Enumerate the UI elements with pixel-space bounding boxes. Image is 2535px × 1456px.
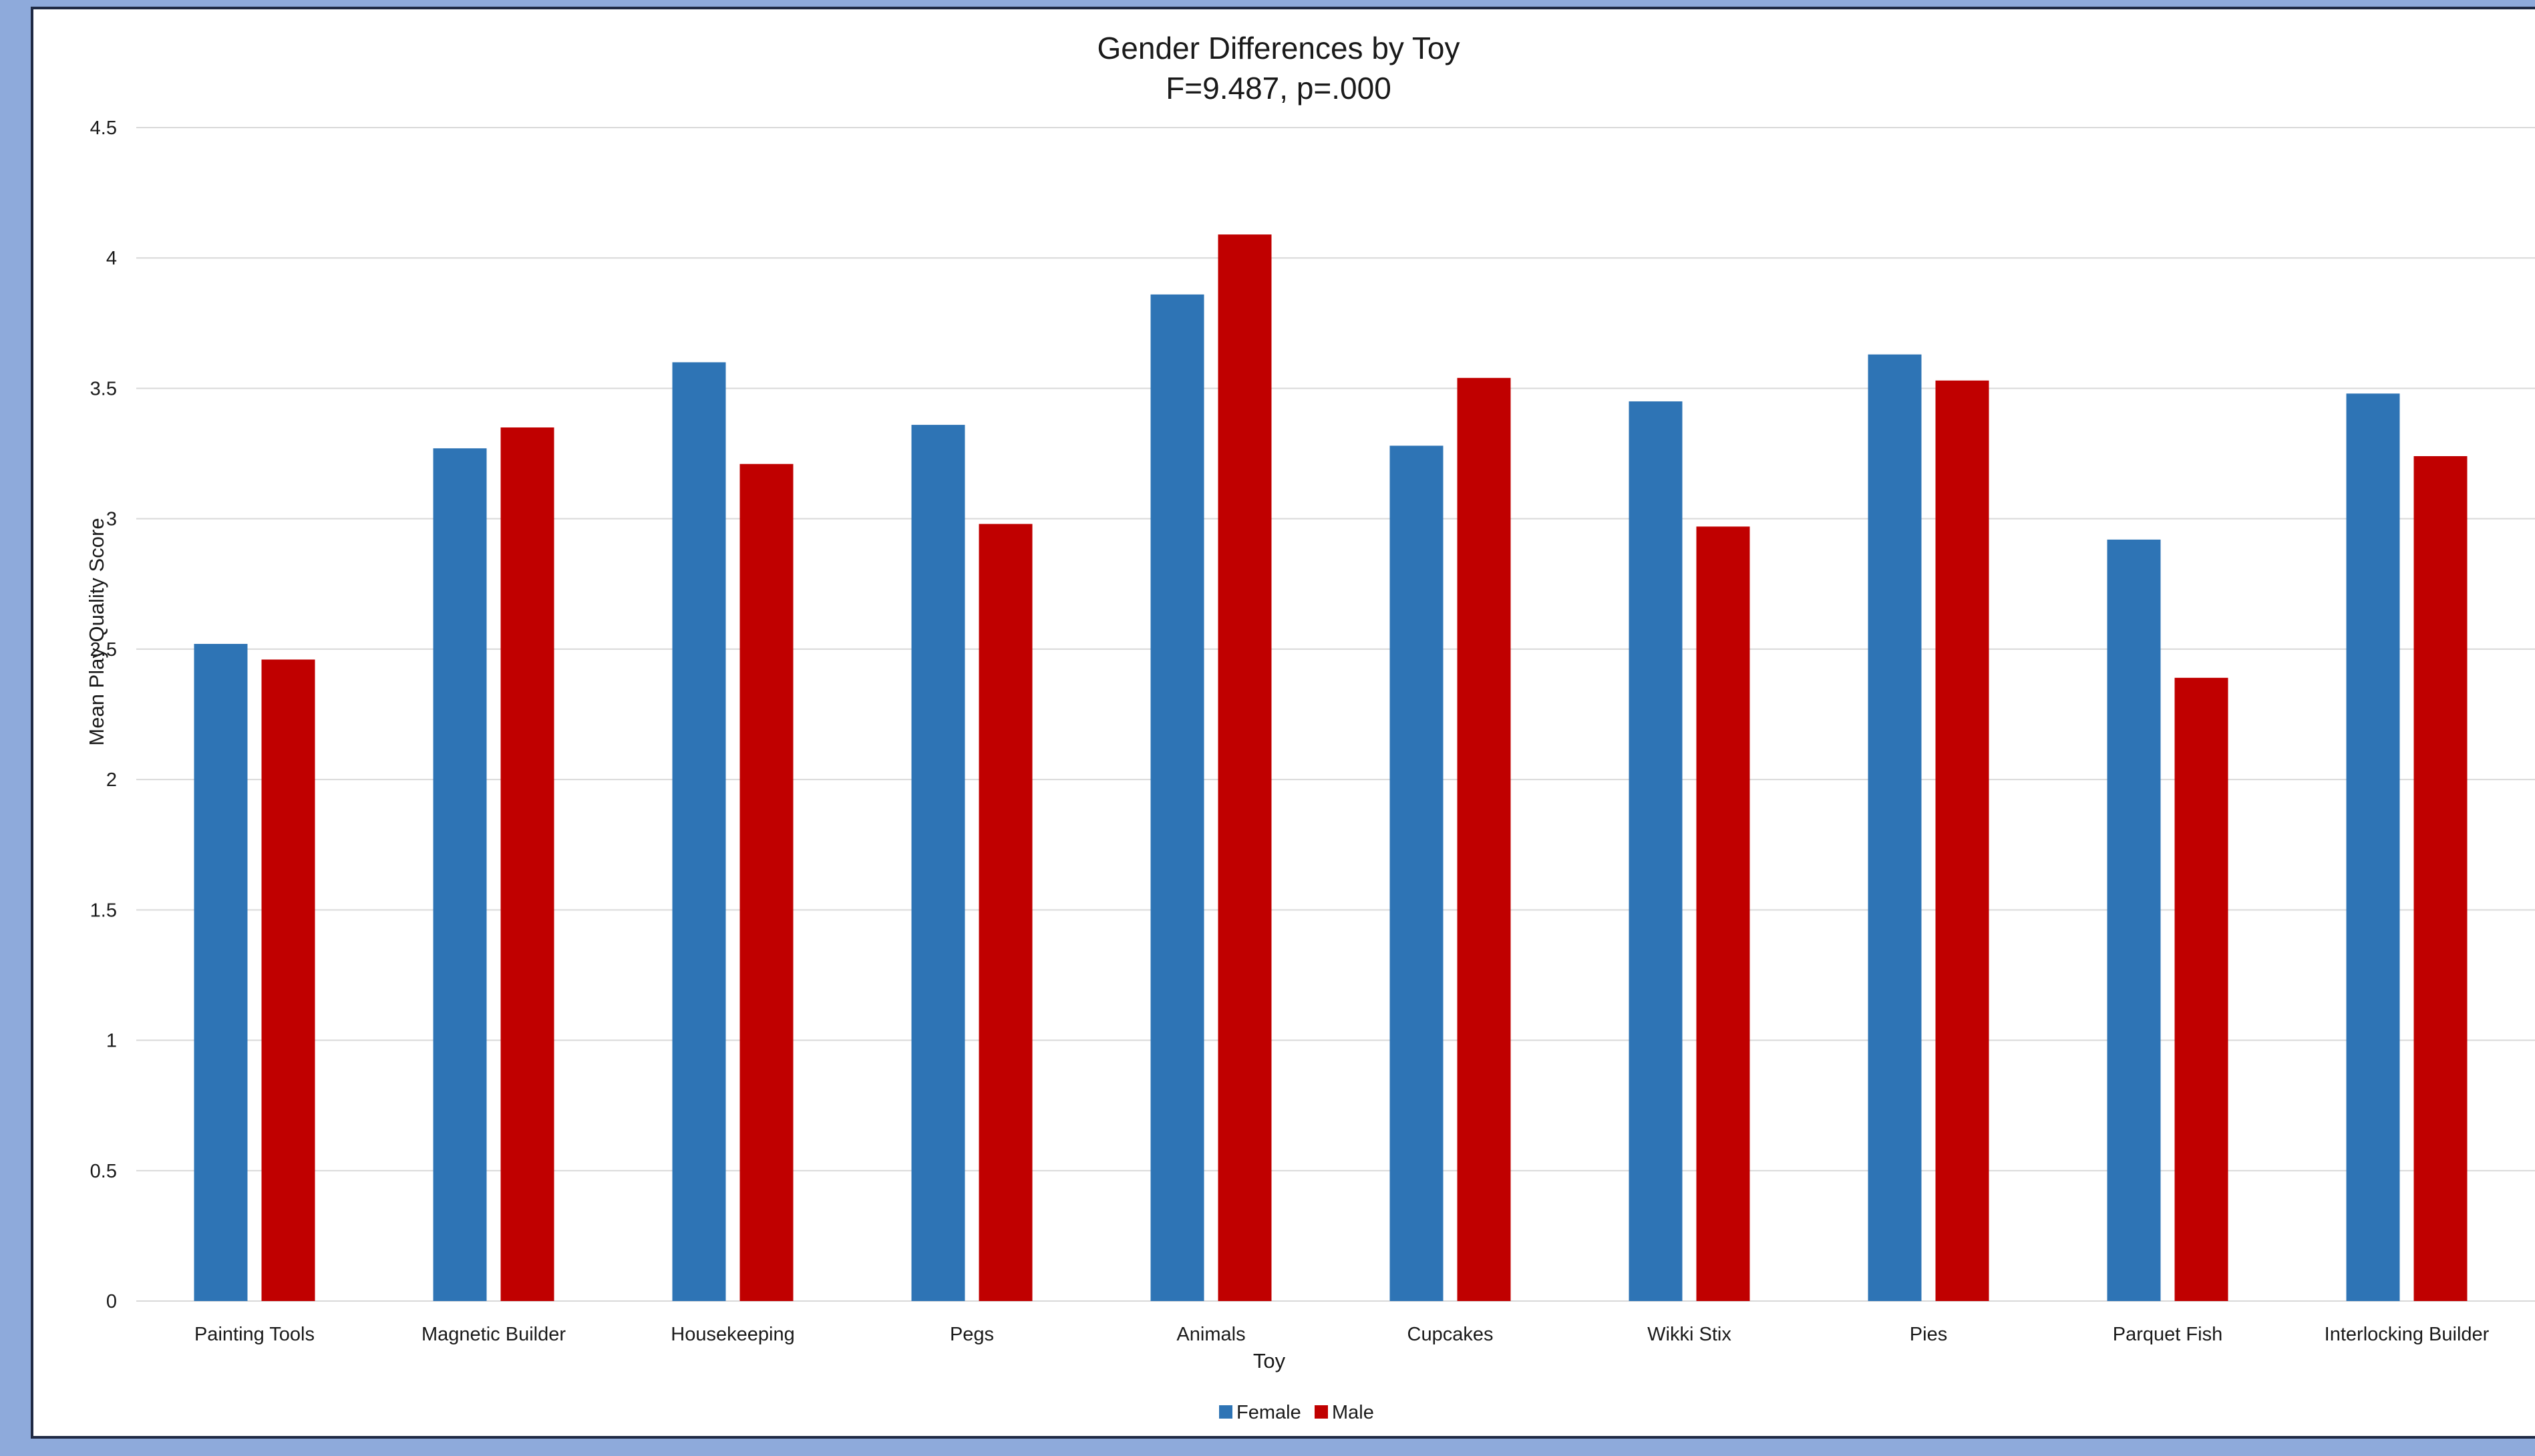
bar-female xyxy=(1150,294,1204,1302)
chart-title: Gender Differences by Toy xyxy=(1097,31,1460,65)
y-axis-title: Mean Play Quality Score xyxy=(85,518,108,745)
bar-male xyxy=(1457,377,1511,1301)
x-tick-label: Pies xyxy=(1910,1324,1947,1345)
x-axis-title: Toy xyxy=(1253,1349,1286,1373)
bar-female xyxy=(1629,401,1683,1301)
bar-male xyxy=(500,427,554,1301)
y-tick-label: 0 xyxy=(106,1291,117,1312)
x-tick-label: Magnetic Builder xyxy=(421,1324,566,1345)
x-tick-label: Cupcakes xyxy=(1407,1324,1494,1345)
bar-male xyxy=(2174,677,2228,1301)
x-tick-label: Parquet Fish xyxy=(2113,1324,2222,1345)
chart-subtitle: F=9.487, p=.000 xyxy=(1166,71,1391,106)
y-axis-ticks: 0 0.5 1 1.5 2 2.5 3 3.5 4 4.5 xyxy=(90,118,117,1312)
bar-female xyxy=(433,448,487,1302)
legend-swatch-female xyxy=(1219,1405,1232,1419)
y-tick-label: 4.5 xyxy=(90,118,117,139)
chart-frame: Gender Differences by Toy F=9.487, p=.00… xyxy=(31,7,2535,1439)
bar-male xyxy=(979,524,1033,1301)
x-tick-label: Animals xyxy=(1176,1324,1245,1345)
x-tick-label: Interlocking Builder xyxy=(2325,1324,2490,1345)
x-axis-ticks: Painting Tools Magnetic Builder Housekeepi… xyxy=(194,1324,2490,1345)
y-tick-label: 4 xyxy=(106,248,117,269)
bar-female xyxy=(1389,445,1444,1301)
legend-label-male: Male xyxy=(1332,1402,1374,1423)
y-tick-label: 1 xyxy=(106,1031,117,1052)
y-tick-label: 2.5 xyxy=(90,639,117,661)
bar-female xyxy=(2346,393,2400,1301)
bar-female xyxy=(672,362,726,1301)
legend: Female Male xyxy=(1219,1402,1374,1423)
bar-male xyxy=(2413,456,2468,1302)
y-tick-label: 0.5 xyxy=(90,1161,117,1182)
legend-label-female: Female xyxy=(1236,1402,1301,1423)
x-tick-label: Painting Tools xyxy=(194,1324,315,1345)
bars xyxy=(194,234,2468,1302)
bar-female xyxy=(1868,354,1922,1301)
bar-male xyxy=(1218,234,1272,1301)
x-tick-label: Wikki Stix xyxy=(1647,1324,1731,1345)
bar-male xyxy=(1935,380,1989,1301)
bar-chart: Gender Differences by Toy F=9.487, p=.00… xyxy=(85,31,2535,1423)
bar-male xyxy=(1696,526,1750,1301)
y-tick-label: 3 xyxy=(106,509,117,530)
bar-male xyxy=(739,464,794,1301)
x-tick-label: Pegs xyxy=(950,1324,994,1345)
bar-female xyxy=(911,425,965,1301)
bar-female xyxy=(2107,539,2161,1301)
y-tick-label: 1.5 xyxy=(90,900,117,921)
x-tick-label: Housekeeping xyxy=(671,1324,794,1345)
y-tick-label: 3.5 xyxy=(90,378,117,399)
legend-swatch-male xyxy=(1315,1405,1328,1419)
y-tick-label: 2 xyxy=(106,769,117,791)
bar-male xyxy=(261,659,315,1301)
bar-female xyxy=(194,644,248,1301)
